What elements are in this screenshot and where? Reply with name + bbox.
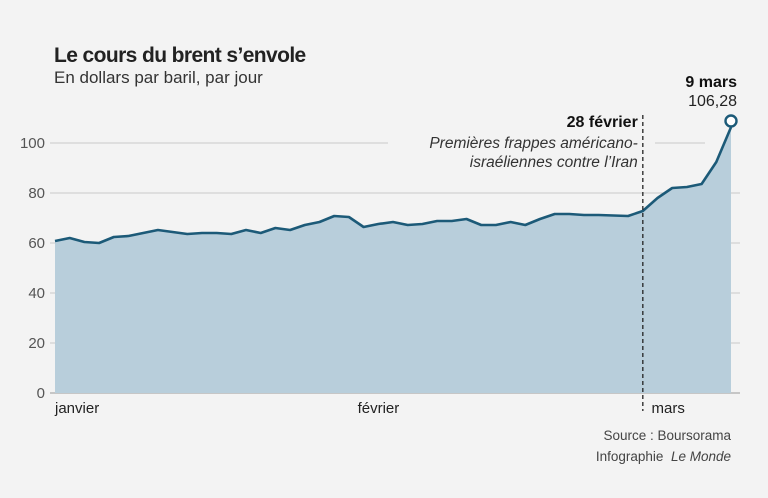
x-tick-label: mars xyxy=(652,400,685,417)
y-tick-label: 60 xyxy=(28,235,45,252)
event-text-line-1: Premières frappes américano- xyxy=(429,135,637,152)
price-line xyxy=(54,126,733,245)
y-tick-label: 40 xyxy=(28,285,45,302)
credit-prefix: Infographie xyxy=(595,449,664,464)
y-tick-label: 20 xyxy=(28,335,45,352)
credit-name: Le Monde xyxy=(670,449,731,464)
last-point-marker xyxy=(724,114,738,128)
x-tick-label: janvier xyxy=(54,400,99,417)
y-tick-label: 80 xyxy=(28,185,45,202)
y-tick-label: 0 xyxy=(37,385,45,402)
x-tick-label: février xyxy=(358,400,400,417)
source-line: Source : Boursorama xyxy=(603,428,731,443)
y-tick-label: 100 xyxy=(20,135,45,152)
credit-line: Infographie Le Monde xyxy=(596,449,731,464)
area-fill xyxy=(55,127,731,394)
event-text-line-2: israéliennes contre l’Iran xyxy=(470,154,638,171)
chart-subtitle: En dollars par baril, par jour xyxy=(54,68,263,87)
last-point-value-label: 106,28 xyxy=(688,93,737,110)
event-date-label: 28 février xyxy=(567,114,638,131)
last-point-date-label: 9 mars xyxy=(685,74,737,91)
chart-title: Le cours du brent s’envole xyxy=(54,44,306,67)
